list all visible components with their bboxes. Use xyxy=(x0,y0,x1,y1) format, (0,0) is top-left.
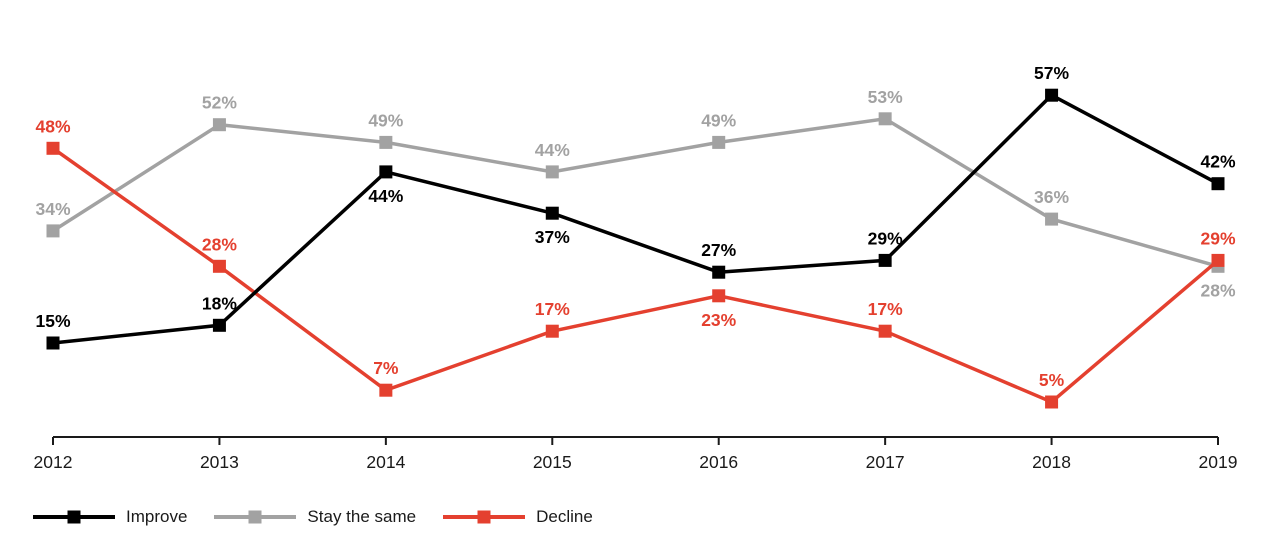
series-marker xyxy=(1045,88,1059,102)
value-label: 49% xyxy=(701,110,736,130)
x-axis-label: 2017 xyxy=(866,452,905,472)
series-marker xyxy=(878,324,892,338)
value-label: 5% xyxy=(1039,370,1065,390)
value-label: 15% xyxy=(35,311,70,331)
value-label: 44% xyxy=(368,186,403,206)
legend-line-improve xyxy=(33,510,115,524)
x-axis-label: 2019 xyxy=(1199,452,1238,472)
series-marker xyxy=(712,289,726,303)
legend-label-decline: Decline xyxy=(536,507,593,526)
legend-marker-stay-the-same xyxy=(248,510,262,524)
series-marker xyxy=(1211,177,1225,191)
value-label: 18% xyxy=(202,293,237,313)
legend-marker-decline xyxy=(477,510,491,524)
legend-label-improve: Improve xyxy=(126,507,188,526)
value-label: 57% xyxy=(1034,63,1069,83)
value-label: 52% xyxy=(202,93,237,113)
legend-line-stay-the-same xyxy=(214,510,297,524)
series-marker xyxy=(379,135,393,149)
series-marker xyxy=(212,318,226,332)
value-label: 23% xyxy=(701,310,736,330)
series-marker xyxy=(379,165,393,179)
x-axis-label: 2015 xyxy=(533,452,572,472)
legend-item-decline: Decline xyxy=(443,507,620,526)
value-label: 48% xyxy=(35,116,70,136)
value-label: 44% xyxy=(535,140,570,160)
series-marker xyxy=(712,135,726,149)
x-axis-label: 2018 xyxy=(1032,452,1071,472)
value-label: 37% xyxy=(535,227,570,247)
series-marker xyxy=(379,383,393,397)
legend-label-stay-the-same: Stay the same xyxy=(307,507,417,526)
legend-marker-improve xyxy=(67,510,81,524)
value-label: 28% xyxy=(202,234,237,254)
value-label: 36% xyxy=(1034,187,1069,207)
x-axis-label: 2016 xyxy=(699,452,738,472)
value-label: 17% xyxy=(535,299,570,319)
series-marker xyxy=(1045,395,1059,409)
legend-line-decline xyxy=(443,510,526,524)
chart-legend: Improve Stay the same Decline xyxy=(33,507,620,526)
series-marker xyxy=(712,265,726,279)
value-label: 49% xyxy=(368,110,403,130)
value-label: 27% xyxy=(701,240,736,260)
value-label: 7% xyxy=(373,358,399,378)
series-marker xyxy=(1045,212,1059,226)
x-axis-label: 2013 xyxy=(200,452,239,472)
series-marker xyxy=(212,118,226,132)
series-marker xyxy=(1211,253,1225,267)
legend-item-improve: Improve xyxy=(33,507,214,526)
series-marker xyxy=(212,259,226,273)
value-label: 29% xyxy=(1200,228,1235,248)
value-label: 28% xyxy=(1200,280,1235,300)
value-label: 53% xyxy=(868,87,903,107)
legend-item-stay-the-same: Stay the same xyxy=(214,507,443,526)
series-line-stay-the-same xyxy=(52,116,1219,268)
value-label: 29% xyxy=(868,228,903,248)
value-label: 17% xyxy=(868,299,903,319)
series-marker xyxy=(878,253,892,267)
x-axis-label: 2014 xyxy=(366,452,405,472)
x-axis-label: 2012 xyxy=(34,452,73,472)
chart-svg: 2012 2013 2014 2015 2016 2017 2018 2019 34% 52% 49… xyxy=(34,63,1238,472)
series-line-improve xyxy=(52,93,1219,345)
series-marker xyxy=(545,324,559,338)
value-label: 42% xyxy=(1200,152,1235,172)
series-marker xyxy=(545,165,559,179)
series-marker xyxy=(545,206,559,220)
series-marker xyxy=(46,224,60,238)
series-marker xyxy=(46,336,60,350)
value-label: 34% xyxy=(35,199,70,219)
series-marker xyxy=(46,141,60,155)
series-line-decline xyxy=(51,146,1220,405)
series-marker xyxy=(878,112,892,126)
